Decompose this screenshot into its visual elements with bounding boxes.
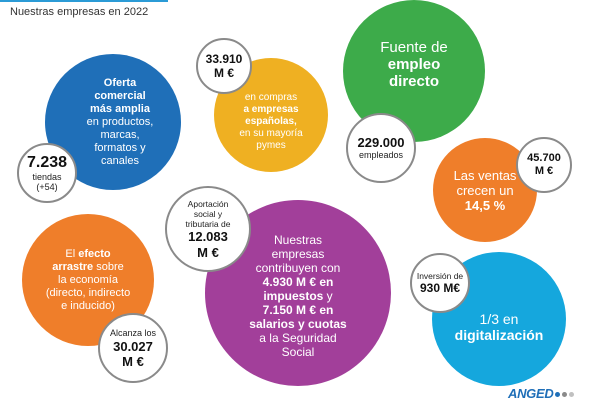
compras-line1: en compras bbox=[244, 92, 298, 103]
arrastre-line1b: efecto bbox=[78, 247, 111, 260]
oferta-line6: formatos y bbox=[94, 141, 146, 154]
oferta-line7: canales bbox=[101, 154, 139, 167]
alcanza-label: Alcanza los bbox=[109, 327, 157, 338]
ventas-badge: 45.700 M € bbox=[516, 137, 572, 193]
aportacion-line2: social y bbox=[193, 208, 223, 219]
tiendas-delta: (+54) bbox=[36, 182, 58, 192]
purple-line4: 4.930 M € en bbox=[262, 275, 334, 289]
inversion-badge: Inversión de 930 M€ bbox=[410, 253, 470, 313]
ventas-line1: Las ventas bbox=[453, 167, 517, 183]
inversion-label: Inversión de bbox=[416, 271, 464, 281]
compras-badge: 33.910 M € bbox=[196, 38, 252, 94]
logo-dot bbox=[569, 392, 575, 398]
inversion-value: 930 M€ bbox=[419, 281, 461, 295]
logo-dot bbox=[562, 392, 568, 398]
arrastre-line2a: arrastre bbox=[52, 260, 94, 273]
empleo-value: 229.000 bbox=[357, 135, 405, 150]
compras-line5: pymes bbox=[256, 140, 286, 151]
tiendas-value: 7.238 bbox=[26, 154, 68, 171]
aportacion-line1: Aportación bbox=[187, 198, 229, 209]
purple-line6: 7.150 M € en bbox=[262, 303, 334, 317]
purple-line1: Nuestras bbox=[273, 233, 323, 247]
ventas-line3: 14,5 % bbox=[464, 197, 506, 213]
tiendas-badge: 7.238 tiendas (+54) bbox=[17, 143, 77, 203]
title-accent-line bbox=[0, 0, 168, 2]
compras-value2: M € bbox=[213, 66, 234, 80]
purple-line5b: y bbox=[326, 289, 333, 303]
purple-line8: a la Seguridad bbox=[259, 331, 337, 345]
compras-line3: españolas, bbox=[245, 116, 297, 127]
arrastre-line4: (directo, indirecto bbox=[45, 286, 131, 299]
alcanza-value1: 30.027 bbox=[113, 338, 153, 354]
compras-line2: a empresas bbox=[243, 104, 299, 115]
oferta-line1: Oferta bbox=[103, 76, 137, 89]
logo-dot bbox=[555, 392, 561, 398]
aportacion-badge: Aportación social y tributaria de 12.083… bbox=[165, 186, 251, 272]
anged-logo: ANGED bbox=[508, 386, 575, 401]
arrastre-line5: e inducido) bbox=[61, 299, 115, 312]
aportacion-line3: tributaria de bbox=[185, 218, 231, 229]
page-title: Nuestras empresas en 2022 bbox=[10, 6, 149, 18]
digital-line2: digitalización bbox=[454, 327, 544, 343]
arrastre-line3: la economía bbox=[58, 273, 118, 286]
logo-text: ANGED bbox=[508, 386, 554, 401]
purple-line5: impuestos bbox=[263, 289, 324, 303]
arrastre-line2b: sobre bbox=[96, 260, 124, 273]
alcanza-value2: M € bbox=[122, 353, 144, 369]
alcanza-badge: Alcanza los 30.027 M € bbox=[98, 313, 168, 383]
oferta-line2: comercial bbox=[94, 89, 146, 102]
digital-line1: 1/3 en bbox=[479, 311, 519, 327]
compras-line4: en su mayoría bbox=[239, 128, 303, 139]
oferta-line4: en productos, bbox=[86, 115, 154, 128]
empleo-line1: Fuente de bbox=[380, 38, 448, 56]
empleo-badge: 229.000 empleados bbox=[346, 113, 416, 183]
purple-line3: contribuyen con bbox=[255, 261, 341, 275]
purple-line2: empresas bbox=[271, 247, 325, 261]
purple-line9: Social bbox=[281, 345, 315, 359]
empleo-label: empleados bbox=[358, 150, 404, 160]
empleo-line2: empleo bbox=[387, 55, 441, 73]
arrastre-line1a: El bbox=[65, 247, 76, 260]
empleo-line3: directo bbox=[388, 72, 439, 90]
compras-value1: 33.910 bbox=[205, 52, 243, 66]
purple-line7: salarios y cuotas bbox=[249, 317, 347, 331]
oferta-line5: marcas, bbox=[100, 128, 140, 141]
digitalizacion-bubble: 1/3 en digitalización bbox=[432, 252, 566, 386]
ventas-value2: M € bbox=[534, 165, 554, 177]
contribucion-bubble: Nuestras empresas contribuyen con 4.930 … bbox=[205, 200, 391, 386]
aportacion-value1: 12.083 bbox=[188, 228, 228, 244]
ventas-value1: 45.700 bbox=[527, 152, 561, 164]
tiendas-label: tiendas bbox=[32, 172, 62, 182]
oferta-line3: más amplia bbox=[90, 102, 150, 115]
aportacion-value2: M € bbox=[197, 244, 219, 260]
ventas-line2: crecen un bbox=[456, 182, 514, 198]
